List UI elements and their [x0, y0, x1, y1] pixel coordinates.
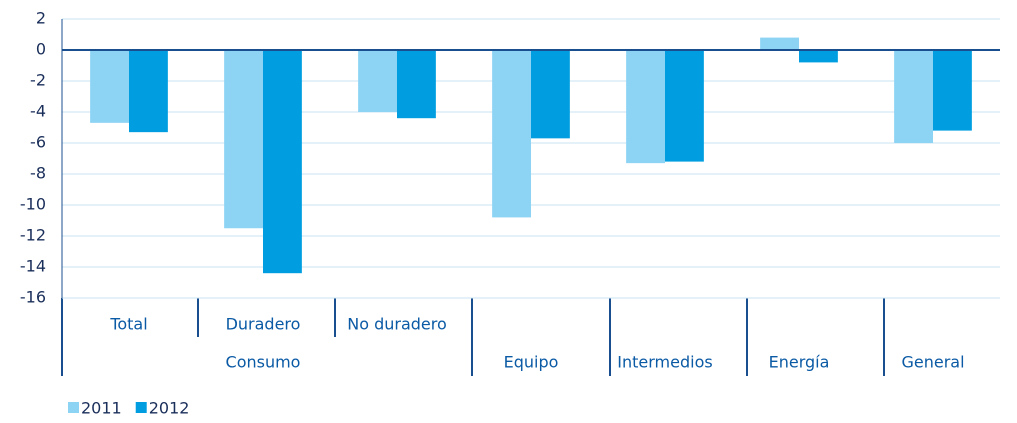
bar: [129, 50, 168, 133]
y-tick-label: -2: [30, 71, 46, 90]
x-subcategory-label: No duradero: [347, 315, 447, 334]
legend-swatch: [135, 402, 147, 413]
legend-swatch: [68, 402, 79, 413]
bar: [626, 50, 665, 164]
x-category-label: Equipo: [504, 353, 559, 372]
bar: [492, 50, 531, 218]
x-subcategory-label: Total: [109, 315, 147, 334]
bar: [531, 50, 570, 139]
bar: [665, 50, 704, 162]
bar: [894, 50, 933, 143]
y-tick-label: 2: [36, 9, 46, 28]
y-tick-label: -4: [30, 102, 46, 121]
y-tick-label: -14: [20, 257, 46, 276]
y-tick-label: -8: [30, 164, 46, 183]
x-category-label: Intermedios: [617, 353, 712, 372]
x-category-label: General: [901, 353, 964, 372]
y-tick-label: -6: [30, 133, 46, 152]
bar: [90, 50, 129, 123]
x-subcategory-label: Duradero: [226, 315, 301, 334]
y-tick-label: -16: [20, 288, 46, 307]
y-tick-label: 0: [36, 40, 46, 59]
y-tick-label: -10: [20, 195, 46, 214]
legend-label: 2011: [81, 399, 122, 418]
x-category-label: Consumo: [226, 353, 301, 372]
bar: [358, 50, 397, 112]
bar: [263, 50, 302, 274]
bar: [760, 37, 799, 50]
bar: [397, 50, 436, 119]
bar: [933, 50, 972, 131]
y-tick-label: -12: [20, 226, 46, 245]
x-category-label: Energía: [769, 353, 830, 372]
bar: [224, 50, 263, 229]
legend-label: 2012: [149, 399, 190, 418]
bar: [799, 50, 838, 63]
